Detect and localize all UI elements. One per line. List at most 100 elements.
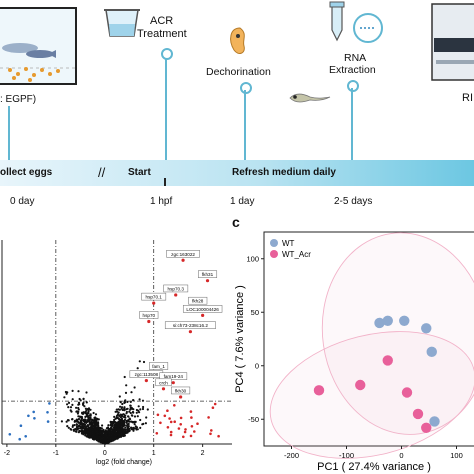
- volcano-point: [121, 419, 124, 422]
- start-tick: [164, 178, 166, 186]
- gene-label-box: [198, 270, 218, 278]
- y-tick-label: 100: [246, 254, 259, 263]
- volcano-point: [125, 421, 128, 424]
- volcano-point: [109, 420, 112, 424]
- volcano-point: [120, 406, 124, 409]
- larva-icon: [289, 93, 331, 103]
- gene-label: si:ch73-238c16.2: [173, 323, 208, 328]
- volcano-point: [87, 424, 90, 427]
- volcano-point: [130, 391, 133, 394]
- volcano-point: [66, 425, 69, 428]
- volcano-point: [65, 392, 68, 395]
- refresh-medium-label: Refresh medium daily: [232, 167, 336, 178]
- gene-label: hsp70.3: [168, 286, 185, 291]
- volcano-point: [117, 408, 120, 411]
- collect-eggs-label: ollect eggs: [0, 167, 53, 178]
- volcano-point: [124, 426, 127, 429]
- volcano-point: [123, 434, 126, 437]
- volcano-point: [120, 422, 123, 426]
- pca-point: [421, 323, 432, 334]
- volcano-point: [90, 420, 93, 423]
- volcano-point: [77, 425, 80, 428]
- pca-frame: [263, 231, 474, 447]
- volcano-point: [120, 417, 124, 420]
- volcano-point: [71, 403, 74, 406]
- volcano-point: [82, 432, 85, 435]
- volcano-point: [133, 415, 137, 418]
- volcano-point: [124, 428, 127, 431]
- volcano-point: [83, 418, 87, 421]
- rna-label-line1: RNA: [344, 52, 367, 64]
- pca-point: [412, 408, 424, 420]
- volcano-point: [124, 416, 127, 419]
- volcano-point: [118, 433, 121, 436]
- volcano-point: [131, 407, 134, 410]
- hpf-label: 1 hpf: [150, 196, 173, 207]
- volcano-point: [84, 407, 87, 410]
- volcano-point: [92, 434, 95, 437]
- gene-label-point: [144, 379, 148, 383]
- volcano-point: [75, 430, 78, 433]
- gene-label-box: [149, 362, 169, 370]
- volcano-point: [184, 428, 187, 431]
- y-tick-label: -50: [248, 415, 259, 424]
- volcano-point: [121, 402, 124, 406]
- volcano-point: [113, 415, 116, 418]
- gene-label-point: [205, 279, 210, 283]
- volcano-point: [87, 410, 90, 413]
- gene-label: fkh30: [175, 388, 187, 393]
- start-label: Start: [128, 167, 151, 178]
- volcano-point: [123, 400, 126, 403]
- volcano-point: [129, 408, 132, 411]
- volcano-point: [46, 411, 49, 414]
- volcano-point: [125, 384, 128, 387]
- volcano-point: [65, 420, 68, 423]
- gene-label: zgc:113508: [135, 372, 159, 377]
- volcano-point: [110, 434, 113, 437]
- volcano-point: [126, 423, 129, 426]
- pca-point: [429, 416, 440, 427]
- volcano-xlabel: log2 (fold change): [96, 459, 152, 466]
- volcano-point: [132, 399, 135, 402]
- volcano-point: [111, 424, 114, 427]
- volcano-point: [141, 423, 144, 426]
- volcano-point: [120, 433, 123, 436]
- volcano-point: [96, 432, 99, 435]
- acr-label-line1: ACR: [150, 15, 174, 27]
- volcano-point: [60, 420, 64, 423]
- volcano-point: [217, 434, 220, 438]
- pca-ylabel: PC4 ( 7.6% variance ): [234, 285, 246, 393]
- volcano-point: [138, 360, 141, 363]
- pca-legend: WT WT_Acr: [270, 239, 311, 259]
- gene-label-box: [164, 321, 216, 329]
- x-tick-label: 0: [399, 451, 403, 460]
- volcano-point: [145, 416, 148, 419]
- pca-points: [313, 315, 440, 434]
- pca-point: [355, 379, 366, 391]
- x-tick-label: -2: [4, 450, 10, 457]
- volcano-point: [139, 418, 142, 422]
- volcano-point: [141, 407, 145, 411]
- volcano-point: [69, 409, 72, 412]
- volcano-point: [96, 418, 99, 421]
- volcano-point: [119, 405, 122, 408]
- volcano-point: [126, 407, 129, 410]
- volcano-point: [71, 389, 74, 392]
- volcano-point: [115, 408, 118, 411]
- volcano-points: [8, 360, 220, 445]
- volcano-point: [136, 367, 139, 370]
- volcano-point: [124, 391, 128, 394]
- volcano-point: [87, 408, 90, 411]
- volcano-point: [207, 416, 210, 419]
- rn-label: RI: [462, 92, 473, 104]
- volcano-point: [109, 437, 112, 440]
- volcano-point: [117, 428, 121, 431]
- volcano-point: [107, 441, 110, 444]
- volcano-point: [115, 414, 119, 417]
- volcano-point: [210, 429, 213, 432]
- volcano-point: [105, 434, 108, 438]
- volcano-point: [146, 408, 149, 411]
- volcano-point: [95, 420, 98, 423]
- gene-label-point: [201, 313, 205, 317]
- panel-c-letter: c: [232, 214, 240, 230]
